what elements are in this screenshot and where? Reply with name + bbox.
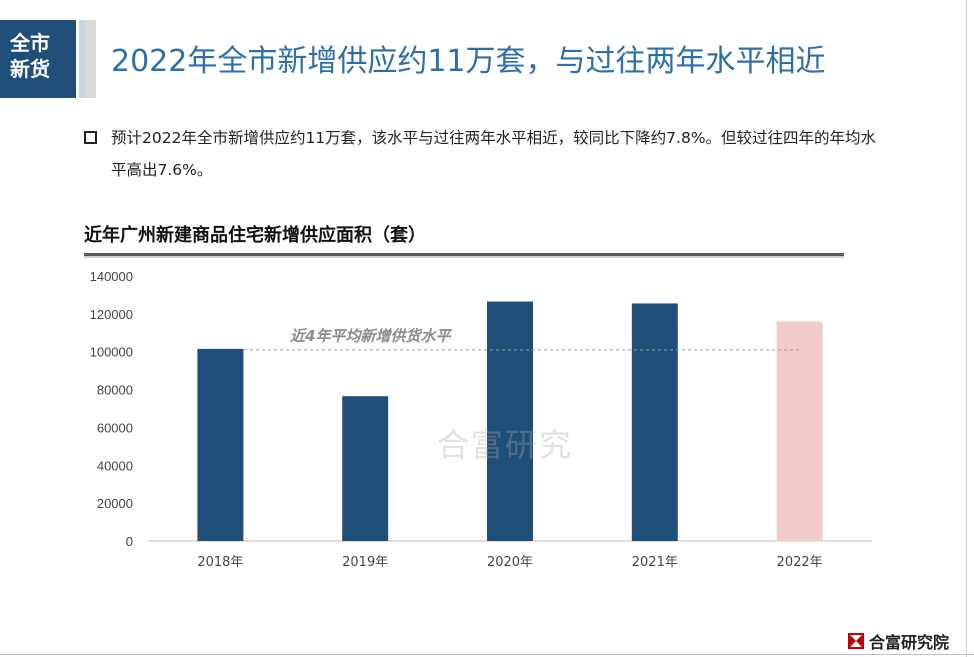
y-tick-label: 140000 — [90, 269, 133, 284]
x-tick-label: 2020年 — [487, 555, 533, 570]
bar — [487, 301, 533, 541]
chart-title-underline-shadow — [84, 256, 844, 258]
bar-forecast — [776, 321, 823, 541]
bar — [197, 348, 244, 541]
watermark: 合富研究 — [437, 426, 574, 464]
tag-shadow-bar — [85, 20, 96, 98]
chart-title: 近年广州新建商品住宅新增供应面积（套） — [84, 225, 426, 246]
page-title: 2022年全市新增供应约11万套，与过往两年水平相近 — [111, 44, 826, 79]
footer-brand: 合富研究院 — [848, 629, 949, 653]
tag-accent-bar — [79, 20, 85, 98]
summary-text: 预计2022年全市新增供应约11万套，该水平与过往两年水平相近，较同比下降约7.… — [111, 129, 877, 179]
y-tick-label: 60000 — [97, 420, 133, 435]
brand-name: 合富研究院 — [869, 633, 950, 652]
reference-line-label: 近4年平均新增供货水平 — [290, 327, 452, 345]
bar — [342, 396, 389, 541]
x-tick-label: 2019年 — [342, 555, 388, 570]
x-tick-label: 2018年 — [197, 555, 243, 570]
y-tick-label: 80000 — [97, 383, 133, 398]
bullet-square-icon — [84, 131, 97, 144]
section-tag: 全市 新货 — [0, 20, 76, 98]
x-tick-label: 2021年 — [632, 555, 678, 570]
bar-chart: 0 20000 40000 60000 80000 100000 120000 140000 2… — [90, 269, 872, 570]
chart-title-underline — [84, 253, 844, 256]
y-tick-label: 100000 — [90, 345, 133, 360]
brand-logo-icon — [848, 633, 864, 649]
y-tick-label: 40000 — [97, 458, 133, 473]
footer-divider — [0, 654, 974, 655]
x-tick-label: 2022年 — [777, 555, 823, 570]
section-tag-line1: 全市 — [10, 31, 50, 55]
page-right-border — [966, 0, 967, 657]
section-tag-line2: 新货 — [10, 57, 50, 81]
bar — [631, 303, 678, 541]
y-tick-label: 120000 — [90, 307, 133, 322]
y-tick-label: 20000 — [97, 496, 133, 511]
y-tick-label: 0 — [126, 534, 133, 549]
